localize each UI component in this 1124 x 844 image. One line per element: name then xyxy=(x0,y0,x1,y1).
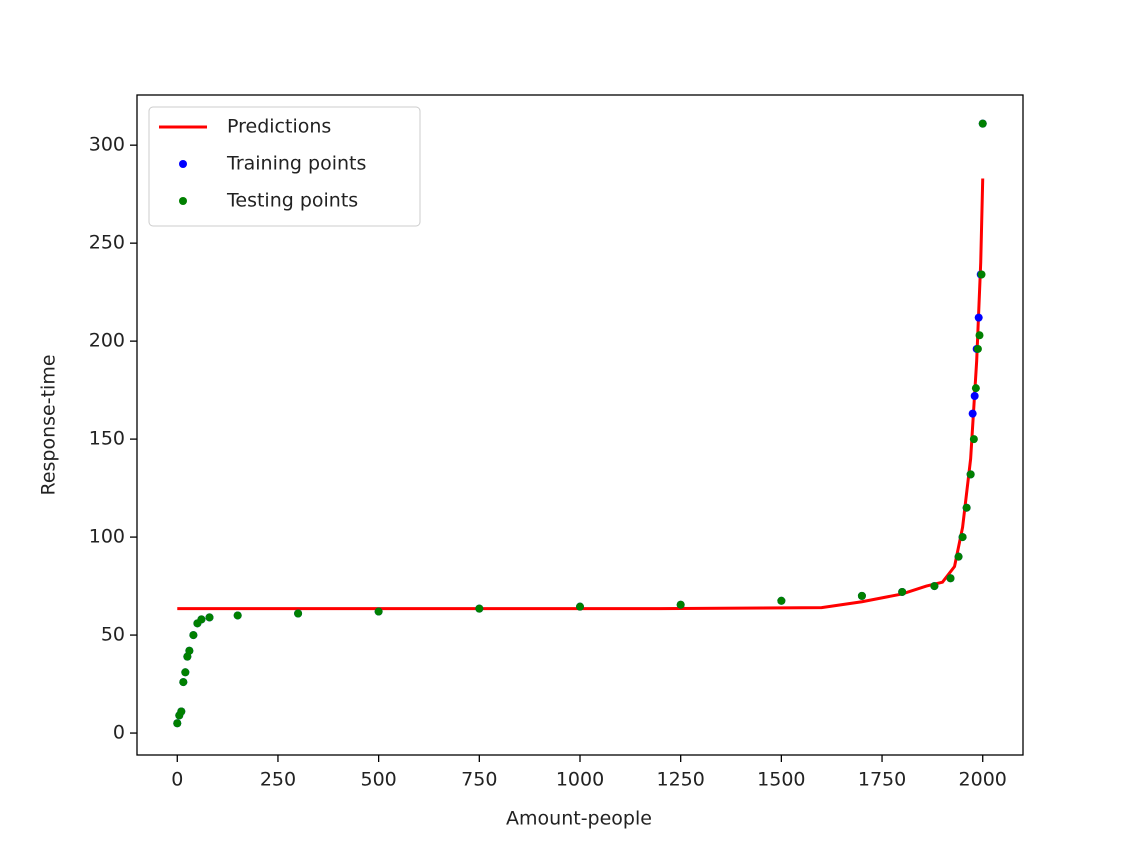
y-tick-label: 50 xyxy=(101,624,125,646)
y-tick-label: 0 xyxy=(113,722,125,744)
x-tick-label: 2000 xyxy=(959,769,1007,791)
data-point xyxy=(974,313,983,322)
y-axis-label: Response-time xyxy=(38,354,60,495)
y-tick-label: 200 xyxy=(89,330,125,352)
data-point xyxy=(181,668,190,677)
data-point xyxy=(576,602,584,611)
x-axis-label: Amount-people xyxy=(506,808,652,830)
legend-label: Training points xyxy=(226,153,366,175)
data-point xyxy=(958,533,967,542)
data-point xyxy=(975,331,984,340)
x-tick-label: 500 xyxy=(361,769,397,791)
data-point xyxy=(946,574,955,583)
data-point xyxy=(197,615,206,624)
data-point xyxy=(676,600,685,609)
x-tick-label: 1500 xyxy=(757,769,805,791)
data-point xyxy=(173,719,182,728)
data-point xyxy=(970,391,979,400)
data-point xyxy=(857,591,866,600)
data-point xyxy=(962,503,971,512)
data-point xyxy=(969,435,978,444)
data-point xyxy=(968,409,977,418)
plot-frame xyxy=(136,94,1024,756)
data-point xyxy=(374,607,383,616)
data-point xyxy=(294,609,303,618)
prediction-line xyxy=(177,178,985,611)
x-tick-label: 250 xyxy=(260,769,296,791)
x-tick-label: 1750 xyxy=(858,769,906,791)
data-point xyxy=(971,384,980,393)
data-point xyxy=(954,552,963,561)
data-point xyxy=(185,646,194,655)
y-tick-label: 100 xyxy=(89,526,125,548)
legend-label: Predictions xyxy=(227,116,331,138)
data-point xyxy=(205,613,214,622)
y-tick-label: 150 xyxy=(89,428,125,450)
y-tick-label: 300 xyxy=(89,134,125,156)
legend-label: Testing points xyxy=(226,190,358,212)
data-point xyxy=(973,344,982,353)
data-point xyxy=(189,631,198,640)
data-point xyxy=(978,119,987,128)
data-point xyxy=(179,678,188,687)
legend-box xyxy=(148,106,421,227)
data-point xyxy=(777,596,786,605)
x-tick-label: 0 xyxy=(171,769,183,791)
data-point xyxy=(930,582,939,591)
data-point xyxy=(977,270,986,279)
data-point xyxy=(233,611,242,620)
legend-marker xyxy=(179,197,187,205)
legend-marker xyxy=(179,160,187,168)
x-tick-label: 1000 xyxy=(556,769,604,791)
data-point xyxy=(475,604,484,613)
data-point xyxy=(966,470,975,479)
y-tick-label: 250 xyxy=(89,232,125,254)
data-point xyxy=(177,707,186,716)
x-tick-label: 1250 xyxy=(657,769,705,791)
data-point xyxy=(898,587,907,596)
x-tick-label: 750 xyxy=(461,769,497,791)
